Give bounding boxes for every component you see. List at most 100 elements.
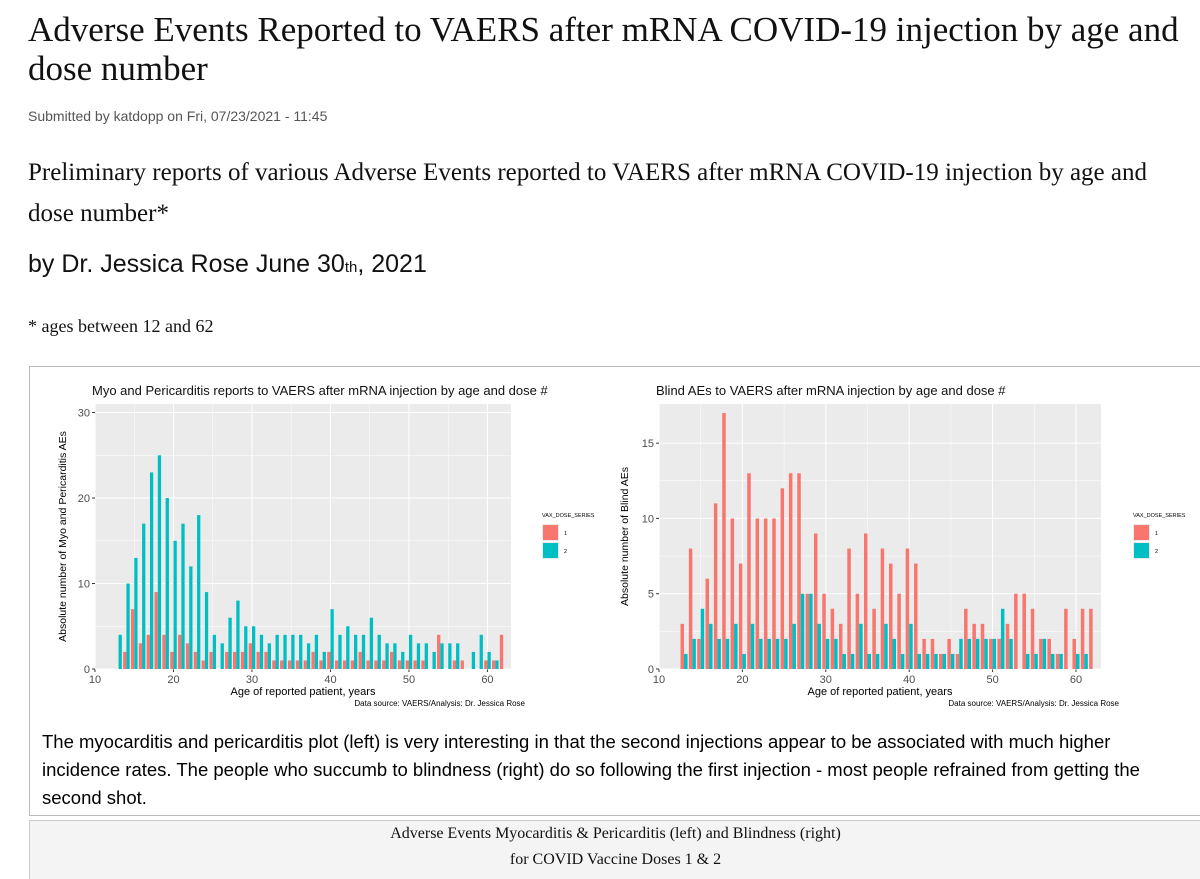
bar-dose-1	[335, 660, 339, 669]
bar-dose-2	[134, 557, 138, 669]
bar-dose-2	[1059, 653, 1063, 669]
bar-dose-1	[697, 638, 701, 669]
bar-dose-1	[847, 548, 851, 669]
bar-dose-1	[972, 623, 976, 669]
bar-dose-1	[484, 660, 488, 669]
bar-dose-1	[997, 638, 1001, 669]
bar-dose-1	[499, 634, 504, 669]
bar-dose-2	[825, 638, 830, 669]
bar-dose-1	[855, 593, 860, 669]
bar-dose-1	[287, 660, 292, 669]
y-tick-label: 15	[642, 438, 654, 450]
bar-dose-1	[193, 651, 198, 669]
x-axis-label: Age of reported patient, years	[231, 686, 376, 698]
bar-dose-2	[354, 634, 358, 669]
bar-dose-2	[212, 634, 217, 669]
bar-dose-2	[204, 592, 209, 669]
bar-dose-2	[456, 643, 460, 669]
bar-dose-2	[361, 634, 366, 669]
bar-dose-1	[730, 518, 735, 669]
bar-dose-1	[397, 660, 402, 669]
bar-dose-2	[299, 634, 303, 669]
bar-dose-1	[178, 634, 182, 669]
bar-dose-2	[717, 638, 721, 669]
bar-dose-2	[385, 643, 389, 669]
bar-dose-1	[413, 660, 417, 669]
x-tick-label: 10	[653, 674, 665, 686]
x-axis-label: Age of reported patient, years	[808, 686, 953, 698]
bar-dose-1	[1047, 638, 1051, 669]
bar-dose-2	[1009, 638, 1013, 669]
bar-dose-1	[830, 608, 835, 669]
x-tick-label: 30	[820, 674, 832, 686]
bar-dose-2	[440, 643, 444, 669]
bar-dose-2	[734, 623, 738, 669]
bar-dose-2	[338, 634, 342, 669]
bar-dose-2	[408, 634, 413, 669]
bar-dose-2	[759, 638, 763, 669]
bar-dose-1	[1014, 593, 1018, 669]
caption-line-2: for COVID Vaccine Doses 1 & 2	[509, 851, 722, 868]
bar-dose-2	[236, 600, 240, 669]
bar-dose-2	[267, 643, 271, 669]
bar-dose-1	[688, 548, 693, 669]
bar-dose-2	[448, 643, 452, 669]
bar-dose-1	[922, 638, 926, 669]
bar-dose-1	[1089, 608, 1093, 669]
bar-dose-2	[784, 638, 788, 669]
author-byline: by Dr. Jessica Rose June 30th, 2021	[28, 250, 427, 279]
bar-dose-1	[1064, 608, 1068, 669]
bar-dose-2	[917, 653, 922, 669]
bar-dose-2	[424, 643, 428, 669]
bar-dose-1	[1080, 608, 1085, 669]
bar-dose-1	[797, 473, 801, 669]
bar-dose-2	[909, 623, 913, 669]
bar-dose-2	[283, 634, 287, 669]
bar-dose-2	[291, 634, 295, 669]
bar-dose-2	[834, 638, 838, 669]
bar-dose-2	[471, 651, 476, 669]
legend-swatch-dose-2	[543, 543, 558, 558]
bar-dose-1	[1039, 638, 1043, 669]
legend-label-dose-1: 1	[564, 531, 567, 537]
bar-dose-1	[747, 473, 751, 669]
bar-dose-1	[763, 518, 768, 669]
bar-dose-2	[1042, 638, 1047, 669]
bar-dose-2	[942, 653, 947, 669]
bar-dose-2	[692, 638, 696, 669]
bar-dose-2	[244, 626, 248, 669]
bar-dose-1	[280, 660, 284, 669]
bar-dose-2	[487, 651, 491, 669]
bar-dose-1	[452, 660, 457, 669]
bar-dose-1	[980, 623, 985, 669]
submitted-info: Submitted by katdopp on Fri, 07/23/2021 …	[28, 108, 328, 124]
plot-panel	[95, 404, 511, 669]
x-tick-label: 10	[89, 674, 101, 686]
bar-dose-1	[1072, 638, 1076, 669]
bar-dose-1	[232, 651, 237, 669]
y-tick-label: 30	[78, 408, 90, 420]
bar-dose-2	[181, 523, 185, 669]
y-axis-label: Absolute number of Myo and Pericarditis …	[57, 431, 69, 642]
bar-dose-2	[495, 660, 499, 669]
bar-dose-1	[805, 593, 810, 669]
bar-dose-1	[897, 593, 901, 669]
bar-dose-2	[950, 653, 955, 669]
bar-dose-1	[123, 651, 127, 669]
bar-dose-1	[905, 548, 910, 669]
bar-dose-1	[154, 592, 158, 669]
bar-dose-1	[437, 634, 441, 669]
bar-dose-2	[165, 498, 169, 669]
bar-dose-1	[350, 660, 355, 669]
bar-dose-2	[850, 653, 855, 669]
bar-dose-2	[118, 634, 122, 669]
bar-dose-2	[767, 638, 771, 669]
bar-dose-1	[1055, 653, 1060, 669]
bar-dose-2	[173, 540, 177, 669]
bar-dose-1	[460, 660, 464, 669]
chart-title-left: Myo and Pericarditis reports to VAERS af…	[92, 383, 548, 398]
bar-dose-2	[228, 617, 232, 669]
blindness-chart: 10 20 30 40 50 60 0 5 10 15 Age of reported patien…	[619, 404, 1186, 708]
bar-dose-1	[722, 413, 726, 669]
bar-dose-1	[342, 660, 347, 669]
